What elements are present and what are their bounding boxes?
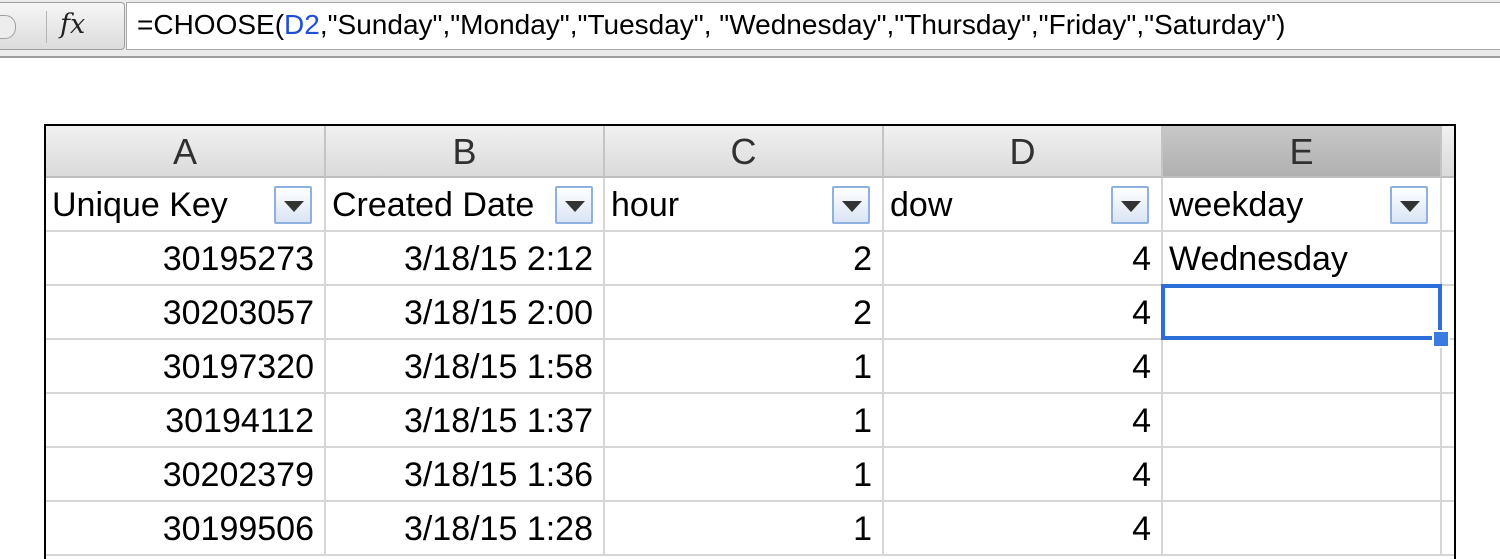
column-header-b[interactable]: B <box>326 126 605 178</box>
cell-next-column[interactable] <box>1442 178 1454 232</box>
insert-function-button[interactable]: fx <box>60 9 85 40</box>
table-row: 30195273 3/18/15 2:12 2 4 Wednesday <box>46 232 1454 286</box>
cell-next-column[interactable] <box>1442 394 1454 448</box>
cell-unique-key[interactable]: 30195273 <box>46 232 326 286</box>
fill-handle[interactable] <box>1432 330 1450 348</box>
chevron-down-icon <box>1400 201 1420 212</box>
cell-weekday[interactable] <box>1163 448 1442 502</box>
cell-hour[interactable]: 2 <box>605 232 884 286</box>
table-row: 30203057 3/18/15 2:00 2 4 <box>46 286 1454 340</box>
cell-created-date[interactable]: 3/18/15 1:36 <box>326 448 605 502</box>
chevron-down-icon <box>1121 201 1141 212</box>
cell-dow[interactable]: 4 <box>884 394 1163 448</box>
formula-bar-controls: fx <box>0 2 125 50</box>
cell-next-column[interactable] <box>1442 340 1454 394</box>
cell-unique-key[interactable]: 30203057 <box>46 286 326 340</box>
chevron-down-icon <box>565 201 585 212</box>
cell-created-date[interactable]: 3/18/15 2:12 <box>326 232 605 286</box>
cell-unique-key[interactable]: 30197320 <box>46 340 326 394</box>
cell-dow[interactable]: 4 <box>884 340 1163 394</box>
cell-hour[interactable]: 2 <box>605 286 884 340</box>
divider <box>46 11 47 43</box>
cell-weekday[interactable] <box>1163 394 1442 448</box>
header-cell-hour[interactable]: hour <box>605 178 884 232</box>
header-label: weekday <box>1169 186 1304 224</box>
cell-created-date[interactable]: 3/18/15 1:28 <box>326 502 605 556</box>
cell-hour[interactable]: 1 <box>605 394 884 448</box>
column-header-c[interactable]: C <box>605 126 884 178</box>
filter-dropdown-button[interactable] <box>1390 186 1428 224</box>
column-headers: A B C D E <box>46 126 1454 178</box>
formula-cell-reference: D2 <box>284 9 320 40</box>
cell-next-column[interactable] <box>1442 232 1454 286</box>
header-label: hour <box>611 186 680 224</box>
name-box-toggle[interactable] <box>0 15 16 39</box>
cell-hour[interactable]: 1 <box>605 340 884 394</box>
formula-suffix: ,"Sunday","Monday","Tuesday", "Wednesday… <box>319 9 1286 40</box>
header-cell-created-date[interactable]: Created Date <box>326 178 605 232</box>
column-header-next[interactable] <box>1442 126 1454 178</box>
cell-hour[interactable]: 1 <box>605 448 884 502</box>
column-header-d[interactable]: D <box>884 126 1163 178</box>
cell-unique-key[interactable]: 30194112 <box>46 394 326 448</box>
table-row: 30199506 3/18/15 1:28 1 4 <box>46 502 1454 556</box>
filter-dropdown-button[interactable] <box>1111 186 1149 224</box>
formula-bar: fx =CHOOSE(D2,"Sunday","Monday","Tuesday… <box>0 0 1500 58</box>
chevron-down-icon <box>842 201 862 212</box>
cell-weekday[interactable]: Wednesday <box>1163 232 1442 286</box>
header-cell-weekday[interactable]: weekday <box>1163 178 1442 232</box>
column-header-e[interactable]: E <box>1163 126 1442 178</box>
cell-weekday[interactable] <box>1163 340 1442 394</box>
filter-dropdown-button[interactable] <box>274 186 312 224</box>
header-row: Unique Key Created Date hour dow weekday <box>46 178 1454 232</box>
column-header-a[interactable]: A <box>46 126 326 178</box>
table-row: 30202379 3/18/15 1:36 1 4 <box>46 448 1454 502</box>
cell-dow[interactable]: 4 <box>884 448 1163 502</box>
header-label: Unique Key <box>52 186 228 224</box>
table-row: 30194112 3/18/15 1:37 1 4 <box>46 394 1454 448</box>
formula-text: =CHOOSE(D2,"Sunday","Monday","Tuesday", … <box>137 9 1285 41</box>
chevron-down-icon <box>284 201 304 212</box>
cell-created-date[interactable]: 3/18/15 1:58 <box>326 340 605 394</box>
cell-next-column[interactable] <box>1442 502 1454 556</box>
cell-dow[interactable]: 4 <box>884 232 1163 286</box>
spreadsheet-grid: A B C D E Unique Key Created Date hour d… <box>44 124 1456 559</box>
header-label: Created Date <box>332 186 535 224</box>
cell-hour[interactable]: 1 <box>605 502 884 556</box>
cell-created-date[interactable]: 3/18/15 2:00 <box>326 286 605 340</box>
cell-unique-key[interactable]: 30199506 <box>46 502 326 556</box>
fx-icon: fx <box>60 9 86 40</box>
header-cell-unique-key[interactable]: Unique Key <box>46 178 326 232</box>
header-label: dow <box>890 186 953 224</box>
filter-dropdown-button[interactable] <box>832 186 870 224</box>
cell-created-date[interactable]: 3/18/15 1:37 <box>326 394 605 448</box>
cell-next-column[interactable] <box>1442 448 1454 502</box>
cell-dow[interactable]: 4 <box>884 286 1163 340</box>
filter-dropdown-button[interactable] <box>555 186 593 224</box>
table-row: 30197320 3/18/15 1:58 1 4 <box>46 340 1454 394</box>
cell-dow[interactable]: 4 <box>884 502 1163 556</box>
formula-prefix: =CHOOSE( <box>137 9 285 40</box>
cell-weekday[interactable] <box>1163 502 1442 556</box>
header-cell-dow[interactable]: dow <box>884 178 1163 232</box>
formula-input[interactable]: =CHOOSE(D2,"Sunday","Monday","Tuesday", … <box>126 2 1500 50</box>
cell-weekday-active[interactable] <box>1163 286 1442 340</box>
cell-unique-key[interactable]: 30202379 <box>46 448 326 502</box>
